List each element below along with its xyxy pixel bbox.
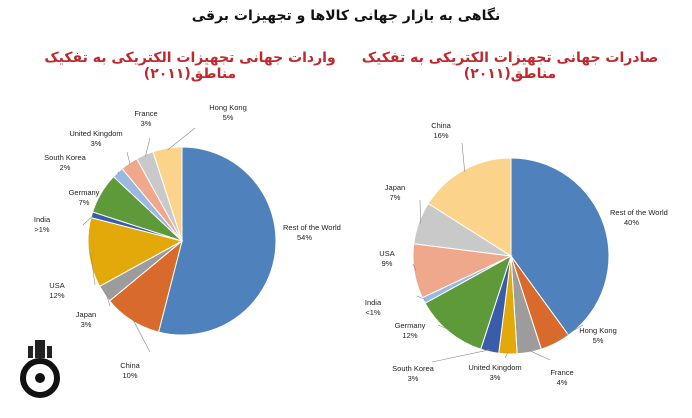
imports-label-value: 12% [49,291,64,300]
imports-label-value: 2% [60,163,71,172]
imports-leader-line [82,215,94,226]
imports-leader-line [117,171,120,174]
imports-label-value: 3% [91,139,102,148]
exports-label-category: United Kingdom [468,363,521,372]
exports-leader-line [431,349,491,363]
exports-label-value: 4% [557,378,568,387]
imports-label-category: USA [49,281,64,290]
exports-label-category: Germany [395,321,426,330]
page-title: نگاهی به بازار جهانی کالاها و تجهیزات بر… [191,8,501,24]
imports-label-value: >1% [34,225,50,234]
exports-label-value: 3% [490,373,501,382]
exports-label-category: USA [379,249,394,258]
imports-leader-line [132,318,151,353]
imports-label-category: China [120,361,140,370]
exports-chart-title-year: مناطق(۲۰۱۱) [463,66,557,82]
exports-leader-line [412,263,417,272]
imports-label-category: Japan [76,310,96,319]
exports-leader-line [416,295,426,300]
exports-label-value: <1% [365,308,381,317]
exports-slice-china [427,157,512,257]
exports-label-category: Rest of the World [610,208,668,217]
exports-leader-line [461,142,465,172]
imports-label-category: United Kingdom [69,129,122,138]
exports-label-value: 3% [408,374,419,383]
imports-slice-hong-kong [152,146,183,242]
exports-label-category: India [365,298,382,307]
exports-slice-rest-of-the-world [510,157,610,336]
exports-label-category: South Korea [392,364,435,373]
exports-leader-line [554,324,584,342]
exports-leader-line [504,351,509,359]
imports-label-category: Hong Kong [209,103,247,112]
imports-label-category: Rest of the World [283,223,341,232]
imports-leader-line [99,193,103,201]
organization-logo-icon [20,340,60,398]
imports-label-value: 10% [122,371,137,380]
imports-leader-line [167,127,196,151]
imports-label-value: 7% [79,198,90,207]
exports-label-value: 12% [402,331,417,340]
exports-leader-line [437,324,450,331]
exports-label-value: 7% [390,193,401,202]
exports-label-category: Hong Kong [579,326,617,335]
exports-slice-germany [424,254,512,350]
imports-label-category: Germany [69,188,100,197]
imports-label-value: 54% [297,233,312,242]
exports-leader-line [528,350,551,361]
imports-chart-title-line1: واردات جهانی تجهیزات الکتریکی به تفکیک [44,50,336,66]
imports-chart-title: واردات جهانی تجهیزات الکتریکی به تفکیک م… [40,50,340,82]
imports-slice-usa [87,217,184,287]
imports-label-category: South Korea [44,153,87,162]
exports-label-value: 16% [433,131,448,140]
exports-leader-line [419,199,421,224]
imports-label-value: 5% [223,113,234,122]
imports-leader-line [126,151,131,165]
imports-chart-title-year: مناطق(۲۰۱۱) [143,66,237,82]
exports-label-value: 5% [593,336,604,345]
exports-label-category: Japan [385,183,405,192]
imports-leader-line [105,292,111,307]
imports-slice-rest-of-the-world [158,146,277,336]
exports-chart-title: صادرات جهانی تجهیزات الکتریکی به تفکیک م… [360,50,660,82]
imports-label-category: France [134,109,157,118]
exports-label-value: 40% [624,218,639,227]
exports-label-value: 9% [382,259,393,268]
imports-label-value: 3% [141,119,152,128]
imports-label-category: India [34,215,51,224]
exports-label-category: China [431,121,451,130]
exports-chart-title-line1: صادرات جهانی تجهیزات الکتریکی به تفکیک [361,50,659,66]
exports-label-category: France [550,368,573,377]
imports-leader-line [145,137,151,157]
imports-leader-line [90,252,96,286]
imports-label-value: 3% [81,320,92,329]
